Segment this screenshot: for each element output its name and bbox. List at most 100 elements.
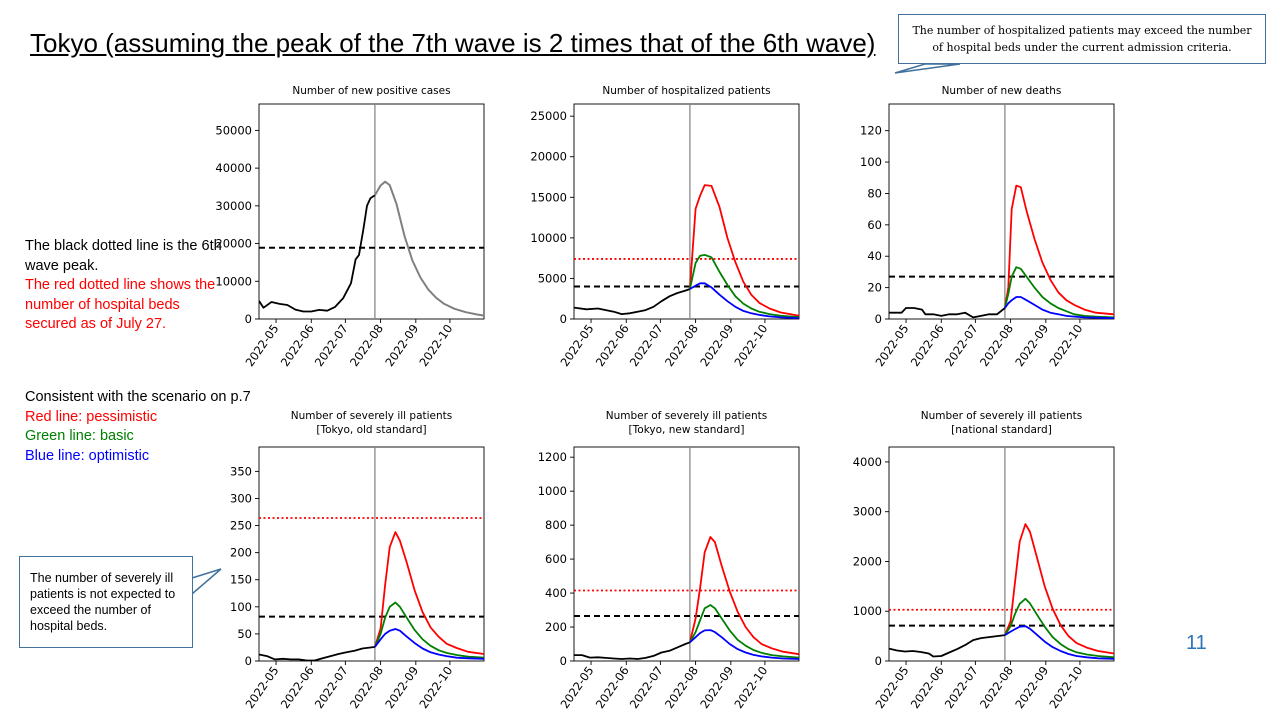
- x-tick-label: 2022-08: [347, 322, 386, 369]
- x-tick-label: 2022-06: [278, 322, 317, 369]
- callout-top: The number of hospitalized patients may …: [898, 14, 1266, 64]
- plot-frame: [258, 103, 485, 320]
- chart-panel-6: Number of severely ill patients [national…: [853, 410, 1115, 711]
- x-tick-label: 2022-06: [593, 322, 632, 369]
- slide-title: Tokyo (assuming the peak of the 7th wave…: [30, 28, 876, 58]
- series-line-green: [1004, 597, 1114, 659]
- y-tick-label: 800: [545, 518, 567, 532]
- y-tick-label: 50: [237, 627, 252, 641]
- series-line-red: [689, 536, 799, 656]
- series-line-gray: [374, 180, 484, 317]
- x-tick-label: 2022-08: [347, 664, 386, 711]
- y-tick-label: 4000: [853, 455, 882, 469]
- series-line-green: [689, 254, 799, 319]
- x-tick-label: 2022-09: [382, 322, 421, 369]
- plot-frame: [258, 446, 485, 662]
- line-note: The black dotted line is the 6th wave pe…: [25, 237, 225, 335]
- black-line-note: The black dotted line is the 6th wave pe…: [25, 238, 222, 274]
- series-line-blue: [1004, 296, 1114, 319]
- chart-panel-3: Number of new deaths 0 20 40 60 80 100 120 2022-…: [860, 85, 1115, 369]
- x-tick-label: 2022-10: [1046, 664, 1085, 711]
- y-tick-label: 0: [560, 312, 567, 326]
- y-tick-label: 0: [245, 654, 252, 668]
- plot-frame: [573, 446, 800, 662]
- y-tick-label: 3000: [853, 505, 882, 519]
- scenario-red: Red line: pessimistic: [25, 408, 158, 425]
- x-tick-label: 2022-10: [416, 664, 455, 711]
- series-line-black: [574, 288, 691, 315]
- callout-top-line2: of hospital beds under the current admis…: [932, 41, 1232, 54]
- x-tick-label: 2022-05: [242, 322, 281, 369]
- x-tick-label: 2022-06: [278, 664, 317, 711]
- y-tick-label: 0: [875, 312, 882, 326]
- y-tick-label: 0: [560, 654, 567, 668]
- plot-area: [574, 104, 799, 319]
- y-tick-label: 100: [230, 600, 252, 614]
- x-tick-label: 2022-05: [872, 664, 911, 711]
- series-line-blue: [689, 282, 799, 319]
- y-tick-label: 50000: [215, 123, 252, 137]
- chart-subtitle: [Tokyo, new standard]: [629, 424, 745, 436]
- y-tick-label: 10000: [215, 274, 252, 288]
- chart-title: Number of severely ill patients: [291, 410, 453, 422]
- plot-frame: [888, 446, 1115, 662]
- x-tick-label: 2022-05: [872, 322, 911, 369]
- y-tick-label: 80: [867, 186, 882, 200]
- plot-area: [259, 447, 484, 661]
- y-tick-label: 600: [545, 552, 567, 566]
- series-line-black: [259, 194, 376, 313]
- y-tick-label: 200: [230, 546, 252, 560]
- x-tick-label: 2022-08: [977, 664, 1016, 711]
- plot-frame: [573, 103, 800, 320]
- series-line-black: [889, 634, 1006, 658]
- series-line-red: [689, 184, 799, 317]
- x-tick-label: 2022-10: [416, 322, 455, 369]
- chart-panel-2: Number of hospitalized patients 0 5000 1000…: [530, 85, 800, 369]
- x-tick-label: 2022-07: [312, 322, 351, 369]
- x-tick-label: 2022-08: [977, 322, 1016, 369]
- chart-panel-5: Number of severely ill patients [Tokyo, n…: [538, 410, 800, 711]
- y-tick-label: 350: [230, 464, 252, 478]
- y-tick-label: 40: [867, 249, 882, 263]
- series-line-red: [1004, 523, 1114, 655]
- series-line-black: [889, 307, 1006, 319]
- callout-left: The number of severely ill patients is n…: [19, 556, 193, 648]
- chart-title: Number of hospitalized patients: [602, 85, 770, 97]
- y-tick-label: 250: [230, 519, 252, 533]
- scenario-green: Green line: basic: [25, 428, 134, 444]
- chart-subtitle: [Tokyo, old standard]: [316, 424, 426, 436]
- red-line-note: The red dotted line shows the number of …: [25, 277, 216, 332]
- y-tick-label: 300: [230, 491, 252, 505]
- series-line-blue: [1004, 625, 1114, 660]
- y-tick-label: 120: [860, 124, 882, 138]
- y-tick-label: 30000: [215, 199, 252, 213]
- x-tick-label: 2022-07: [942, 664, 981, 711]
- x-tick-label: 2022-06: [593, 664, 632, 711]
- y-tick-label: 40000: [215, 161, 252, 175]
- y-tick-label: 400: [545, 586, 567, 600]
- x-tick-label: 2022-09: [697, 322, 736, 369]
- scenario-legend: Consistent with the scenario on p.7 Red …: [25, 388, 325, 466]
- x-tick-label: 2022-08: [662, 664, 701, 711]
- x-tick-label: 2022-06: [908, 322, 947, 369]
- series-line-red: [1004, 184, 1114, 316]
- x-tick-label: 2022-10: [731, 664, 770, 711]
- y-tick-label: 0: [875, 654, 882, 668]
- series-line-green: [689, 604, 799, 659]
- x-tick-label: 2022-10: [1046, 322, 1085, 369]
- y-tick-label: 20: [867, 281, 882, 295]
- y-tick-label: 0: [245, 312, 252, 326]
- y-tick-label: 150: [230, 573, 252, 587]
- x-tick-label: 2022-07: [942, 322, 981, 369]
- page-number: 11: [1186, 632, 1207, 654]
- x-tick-label: 2022-05: [557, 322, 596, 369]
- plot-area: [259, 104, 484, 319]
- series-line-blue: [689, 629, 799, 660]
- y-tick-label: 25000: [530, 109, 567, 123]
- chart-title: Number of new positive cases: [292, 85, 450, 97]
- y-tick-label: 10000: [530, 231, 567, 245]
- plot-frame: [888, 103, 1115, 320]
- chart-title: Number of new deaths: [942, 85, 1062, 97]
- plot-area: [574, 447, 799, 661]
